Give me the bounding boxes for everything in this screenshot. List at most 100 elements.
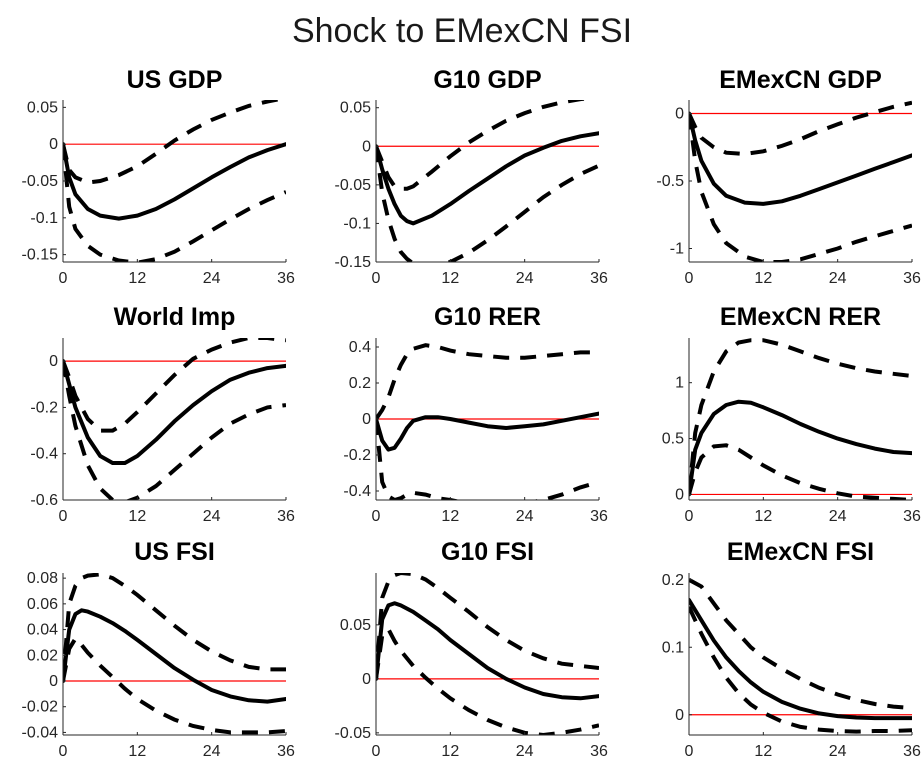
x-tick-label: 12 [441,743,459,760]
lower-band-line [376,625,599,735]
irf-line [689,111,912,206]
x-tick-label: 0 [372,270,381,287]
upper-band-line [376,573,599,679]
y-tick-label: 0 [675,106,684,123]
x-tick-label: 36 [590,743,608,760]
x-tick-label: 24 [829,270,847,287]
y-tick-label: -0.5 [656,173,684,190]
panel-us-fsi: US FSI -0.04 -0.02 0 0.02 0.04 0.06 0.08 0 12 24 36 [22,538,295,760]
lower-band-line [63,635,286,735]
x-tick-label: 0 [685,743,694,760]
panel-emexcn-gdp: EMexCN GDP -1 -0.5 0 0 12 24 36 [656,66,921,287]
upper-band-line [689,578,912,710]
y-tick-label: -0.05 [22,173,59,190]
irf-line [63,608,286,704]
x-tick-label: 24 [516,270,534,287]
x-tick-label: 0 [372,508,381,525]
panel-title: EMexCN RER [720,303,881,331]
x-tick-label: 36 [903,270,921,287]
x-tick-label: 0 [59,270,68,287]
y-tick-label: -0.6 [30,492,58,509]
y-tick-label: 0 [49,136,58,153]
y-tick-label: 0.06 [27,596,58,613]
x-tick-label: 12 [754,743,772,760]
upper-band-line [63,573,286,682]
upper-band-line [63,338,286,433]
y-tick-label: 0 [362,411,371,428]
panel-title: World Imp [114,303,236,331]
y-tick-label: -0.4 [343,483,371,500]
y-tick-label: 0.5 [662,431,684,448]
panel-title: EMexCN GDP [719,66,882,94]
panel-emexcn-rer: EMexCN RER 0 0.5 1 0 12 24 36 [662,303,921,525]
y-tick-label: 0 [49,673,58,690]
y-tick-label: -0.05 [335,177,372,194]
y-tick-label: 0.1 [662,639,684,656]
irf-line [63,359,286,465]
x-tick-label: 12 [128,508,146,525]
lower-band-line [63,360,286,500]
y-tick-label: 0 [49,353,58,370]
y-tick-label: 0.08 [27,570,58,587]
x-tick-label: 36 [277,743,295,760]
x-tick-label: 36 [590,270,608,287]
x-tick-label: 36 [903,508,921,525]
panel-title: US FSI [134,538,215,566]
x-tick-label: 0 [59,743,68,760]
panel-title: EMexCN FSI [727,538,874,566]
panel-g10-gdp: G10 GDP -0.15 -0.1 -0.05 0 0.05 0 12 24 36 [335,66,608,287]
x-tick-label: 24 [203,508,221,525]
upper-band-line [376,343,599,421]
x-tick-label: 24 [203,270,221,287]
x-tick-label: 0 [685,270,694,287]
x-tick-label: 24 [516,508,534,525]
irf-line [689,598,912,721]
y-tick-label: -0.2 [343,447,371,464]
x-tick-label: 24 [829,508,847,525]
upper-band-line [689,338,912,495]
x-tick-label: 36 [903,743,921,760]
panel-title: G10 GDP [433,66,541,94]
panel-us-gdp: US GDP -0.15 -0.1 -0.05 0 0.05 0 12 24 36 [22,66,295,287]
x-tick-label: 12 [441,508,459,525]
lower-band-line [689,605,912,734]
y-tick-label: 1 [675,375,684,392]
y-tick-label: -0.1 [30,210,58,227]
x-tick-label: 0 [372,743,381,760]
y-tick-label: -0.4 [30,446,58,463]
y-tick-label: 0.4 [349,339,371,356]
x-tick-label: 24 [829,743,847,760]
x-tick-label: 12 [754,508,772,525]
y-tick-label: 0.2 [662,572,684,589]
upper-band-line [689,100,912,157]
upper-band-line [376,100,591,191]
y-tick-label: -0.1 [343,215,371,232]
upper-band-line [63,100,286,185]
y-tick-label: 0.02 [27,647,58,664]
y-tick-label: -0.05 [335,725,372,742]
figure-title: Shock to EMexCN FSI [292,12,632,50]
x-tick-label: 0 [59,508,68,525]
panel-g10-rer: G10 RER -0.4 -0.2 0 0.2 0.4 0 12 24 36 [343,303,608,525]
irf-line [63,142,286,221]
x-tick-label: 12 [754,270,772,287]
lower-band-line [376,418,599,500]
y-tick-label: 0.05 [340,100,371,117]
lower-band-line [63,144,286,262]
panel-emexcn-fsi: EMexCN FSI 0 0.1 0.2 0 12 24 36 [662,538,921,760]
y-tick-label: 0.2 [349,375,371,392]
y-tick-label: -0.2 [30,399,58,416]
irf-line [376,131,599,226]
y-tick-label: 0.05 [340,617,371,634]
y-tick-label: 0 [675,707,684,724]
y-tick-label: 0 [362,138,371,155]
y-tick-label: 0.04 [27,622,58,639]
irf-line [689,399,912,497]
y-tick-label: -1 [670,241,684,258]
y-tick-label: -0.04 [22,724,59,741]
x-tick-label: 12 [128,743,146,760]
x-tick-label: 0 [685,508,694,525]
y-tick-label: 0 [362,671,371,688]
